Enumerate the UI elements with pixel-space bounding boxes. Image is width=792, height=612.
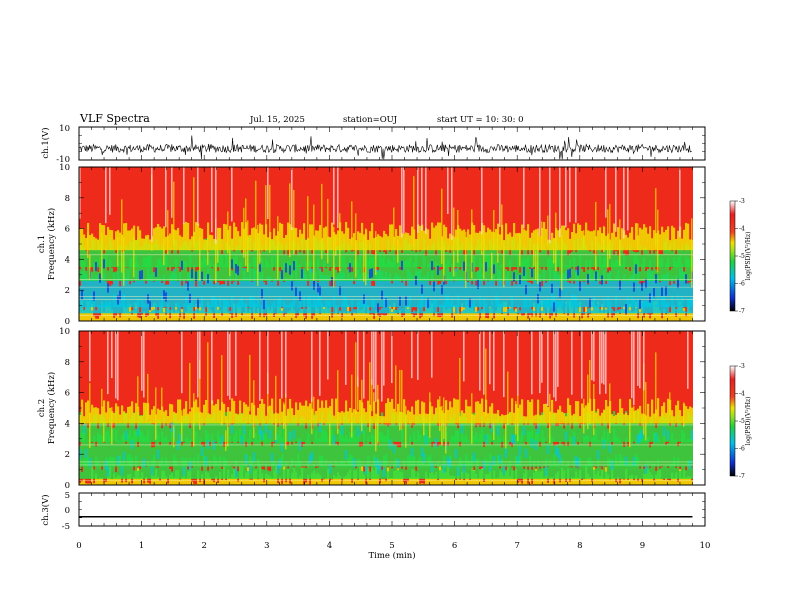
- freq-tick-label: 6: [65, 389, 70, 399]
- colorbar-tick-label: -3: [739, 363, 745, 370]
- colorbar-tick-label: -5: [739, 253, 745, 260]
- colorbar-tick-label: -4: [739, 391, 745, 398]
- ch1-ylabel: ch.1(V): [40, 127, 51, 158]
- x-tick-label: 5: [389, 541, 394, 551]
- ch3-waveform-panel: 5 0 -5 ch.3(V): [40, 491, 706, 532]
- freq-tick-label: 10: [59, 163, 70, 173]
- x-tick-label: 3: [264, 541, 269, 551]
- x-tick-label: 2: [201, 541, 206, 551]
- x-axis-label: Time (min): [368, 550, 415, 561]
- ch2-spec-ylabel-frequency: Frequency (kHz): [46, 372, 57, 444]
- colorbar-tick-label: -6: [739, 446, 745, 453]
- colorbar-tick-label: -7: [739, 308, 745, 315]
- colorbar-tick-label: -5: [739, 418, 745, 425]
- ch1-spectrogram-panel: 0 2 4 6 8 10 ch.1 Frequency (kHz): [37, 163, 706, 327]
- spectrogram-image: [79, 167, 693, 321]
- ch1-spec-ylabel-frequency: Frequency (kHz): [46, 208, 57, 280]
- x-tick-label: 8: [577, 541, 582, 551]
- ch2-spec-ylabel-channel: ch.2: [37, 399, 47, 417]
- ch3-ylabel: ch.3(V): [40, 494, 51, 525]
- colorbar-tick-label: -3: [739, 198, 745, 205]
- colorbar-tick-label: -4: [739, 226, 745, 233]
- ch1-colorbar-label: log(PSD)(V²/Hz): [745, 232, 752, 281]
- ch1-spec-ylabel-channel: ch.1: [37, 235, 47, 253]
- ch1-waveform-panel: 10 -10 ch.1(V): [40, 124, 706, 165]
- colorbar-tick-label: -6: [739, 281, 745, 288]
- figure-title: VLF Spectra: [79, 112, 150, 125]
- x-tick-label: 1: [139, 541, 144, 551]
- freq-tick-label: 4: [65, 419, 70, 429]
- ch2-spectrogram-panel: 0 2 4 6 8 10 ch.2 Frequency (kHz): [37, 327, 706, 491]
- x-tick-label: 9: [640, 541, 645, 551]
- freq-tick-label: 2: [65, 450, 70, 460]
- figure-station: station=OUJ: [343, 115, 398, 125]
- freq-tick-label: 0: [65, 481, 70, 491]
- freq-tick-label: 2: [65, 286, 70, 296]
- ch1-ytick-top: 10: [59, 124, 70, 134]
- x-tick-label: 7: [514, 541, 519, 551]
- x-tick-label: 6: [452, 541, 457, 551]
- ch2-spectrogram-yticks: 0 2 4 6 8 10: [59, 327, 705, 491]
- spectrogram-image: [79, 331, 693, 485]
- freq-tick-label: 6: [65, 225, 70, 235]
- freq-tick-label: 0: [65, 317, 70, 327]
- freq-tick-label: 10: [59, 327, 70, 337]
- x-tick-label: 4: [327, 541, 332, 551]
- freq-tick-label: 4: [65, 255, 70, 265]
- x-tick-labels: 0 1 2 3 4 5 6 7 8 9 10: [76, 541, 710, 551]
- freq-tick-label: 8: [65, 358, 70, 368]
- ch3-ytick-top: 5: [65, 491, 70, 501]
- ch1-colorbar: -3 -4 -5 -6 -7 log(PSD)(V²/Hz): [729, 198, 752, 315]
- figure-start-time: start UT = 10: 30: 0: [437, 115, 524, 125]
- ch3-ytick-bottom: -5: [62, 522, 70, 532]
- figure-date: Jul. 15, 2025: [249, 115, 305, 125]
- freq-tick-label: 8: [65, 194, 70, 204]
- ch1-spectrogram-yticks: 0 2 4 6 8 10: [59, 163, 705, 327]
- ch3-ytick-mid: 0: [65, 506, 70, 516]
- ch2-colorbar-label: log(PSD)(V²/Hz): [745, 397, 752, 446]
- x-tick-label: 10: [700, 541, 711, 551]
- x-tick-label: 0: [76, 541, 81, 551]
- ch1-ytick-bottom: -10: [56, 155, 70, 165]
- ch2-colorbar: -3 -4 -5 -6 -7 log(PSD)(V²/Hz): [729, 363, 752, 480]
- colorbar-tick-label: -7: [739, 473, 745, 480]
- ch1-waveform-trace: [78, 135, 692, 160]
